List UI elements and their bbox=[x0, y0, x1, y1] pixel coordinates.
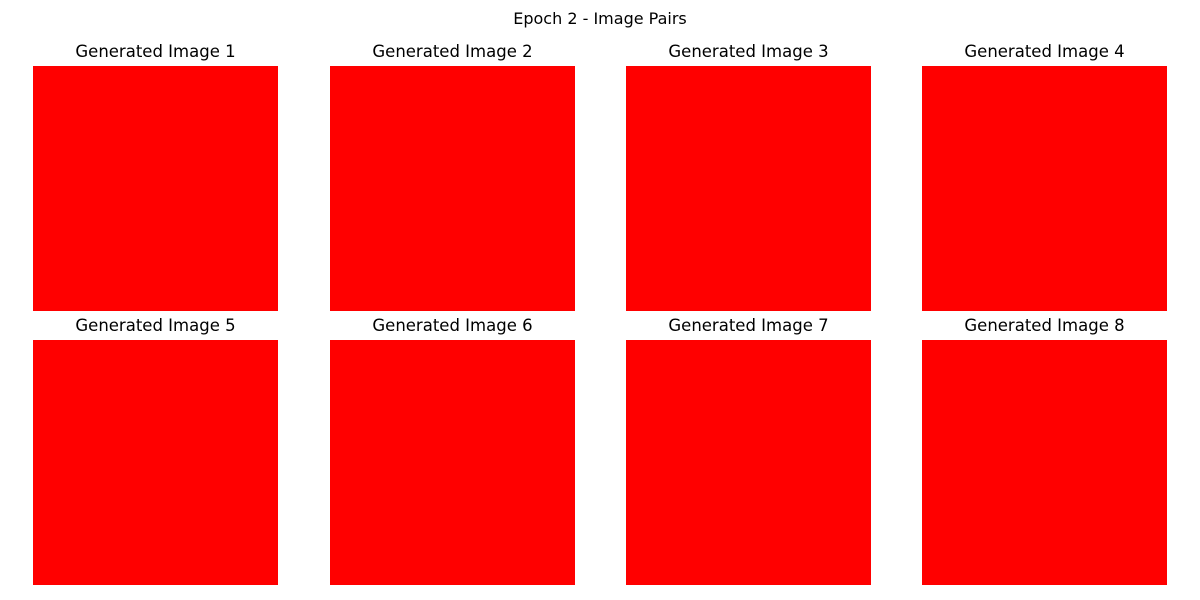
panel-title: Generated Image 8 bbox=[964, 316, 1125, 335]
panel-title: Generated Image 3 bbox=[668, 42, 829, 61]
panel-title: Generated Image 5 bbox=[75, 316, 236, 335]
generated-image bbox=[626, 66, 871, 311]
generated-image bbox=[922, 340, 1167, 585]
panel-title: Generated Image 4 bbox=[964, 42, 1125, 61]
generated-image bbox=[33, 66, 278, 311]
panel-title: Generated Image 6 bbox=[372, 316, 533, 335]
figure-title: Epoch 2 - Image Pairs bbox=[513, 9, 687, 28]
generated-image bbox=[330, 340, 575, 585]
generated-image bbox=[626, 340, 871, 585]
generated-image bbox=[33, 340, 278, 585]
generated-image bbox=[922, 66, 1167, 311]
generated-image bbox=[330, 66, 575, 311]
panel-title: Generated Image 7 bbox=[668, 316, 829, 335]
panel-title: Generated Image 1 bbox=[75, 42, 236, 61]
panel-title: Generated Image 2 bbox=[372, 42, 533, 61]
